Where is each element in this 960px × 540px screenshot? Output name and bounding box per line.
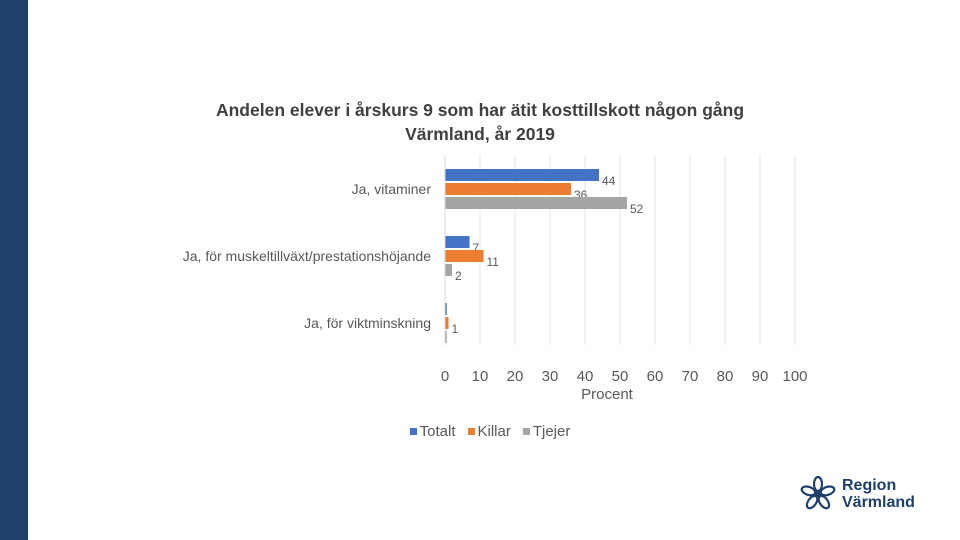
logo-line1: Region — [842, 477, 897, 494]
x-tick-label: 10 — [472, 368, 489, 385]
legend-label: Tjejer — [532, 423, 571, 440]
legend-swatch — [522, 428, 530, 435]
bar-totalt — [445, 303, 447, 315]
category-label: Ja, för viktminskning — [304, 315, 431, 331]
category-label: Ja, vitaminer — [352, 181, 432, 197]
data-label: 7 — [473, 241, 480, 255]
chart-legend: Totalt Killar Tjejer — [0, 423, 960, 440]
x-tick-label: 60 — [647, 368, 664, 385]
x-tick-label: 0 — [441, 368, 449, 385]
x-tick-label: 70 — [682, 368, 699, 385]
chart-title: Andelen elever i årskurs 9 som har ätit … — [215, 100, 745, 144]
legend-swatch — [409, 428, 417, 435]
x-tick-label: 30 — [542, 368, 559, 385]
category-label: Ja, för muskeltillväxt/prestationshöjand… — [183, 248, 431, 264]
bar-killar — [445, 250, 484, 262]
legend-swatch — [467, 428, 475, 435]
data-label: 44 — [602, 174, 616, 188]
x-tick-label: 20 — [507, 368, 524, 385]
legend-label: Totalt — [419, 423, 456, 440]
flower-icon — [800, 476, 836, 510]
data-label: 52 — [630, 202, 644, 216]
legend-item-tjejer: Tjejer — [522, 423, 571, 440]
bar-killar — [445, 183, 571, 195]
bar-killar — [445, 317, 449, 329]
bar-tjejer — [445, 197, 627, 209]
region-varmland-logo: Region Värmland — [800, 476, 915, 512]
bar-totalt — [445, 236, 470, 248]
side-stripe — [0, 0, 28, 540]
legend-item-killar: Killar — [467, 423, 511, 440]
x-tick-label: 90 — [752, 368, 769, 385]
x-tick-label: 50 — [612, 368, 629, 385]
data-label: 1 — [452, 322, 459, 336]
logo-line2: Värmland — [842, 494, 915, 511]
x-tick-label: 80 — [717, 368, 734, 385]
x-axis-title: Procent — [581, 386, 634, 403]
data-label: 2 — [455, 269, 462, 283]
x-tick-label: 40 — [577, 368, 594, 385]
data-label: 11 — [487, 255, 500, 269]
bar-tjejer — [445, 331, 447, 343]
x-tick-label: 100 — [782, 368, 807, 385]
legend-label: Killar — [477, 423, 511, 440]
bar-tjejer — [445, 264, 452, 276]
bar-totalt — [445, 169, 599, 181]
legend-item-totalt: Totalt — [409, 423, 456, 440]
